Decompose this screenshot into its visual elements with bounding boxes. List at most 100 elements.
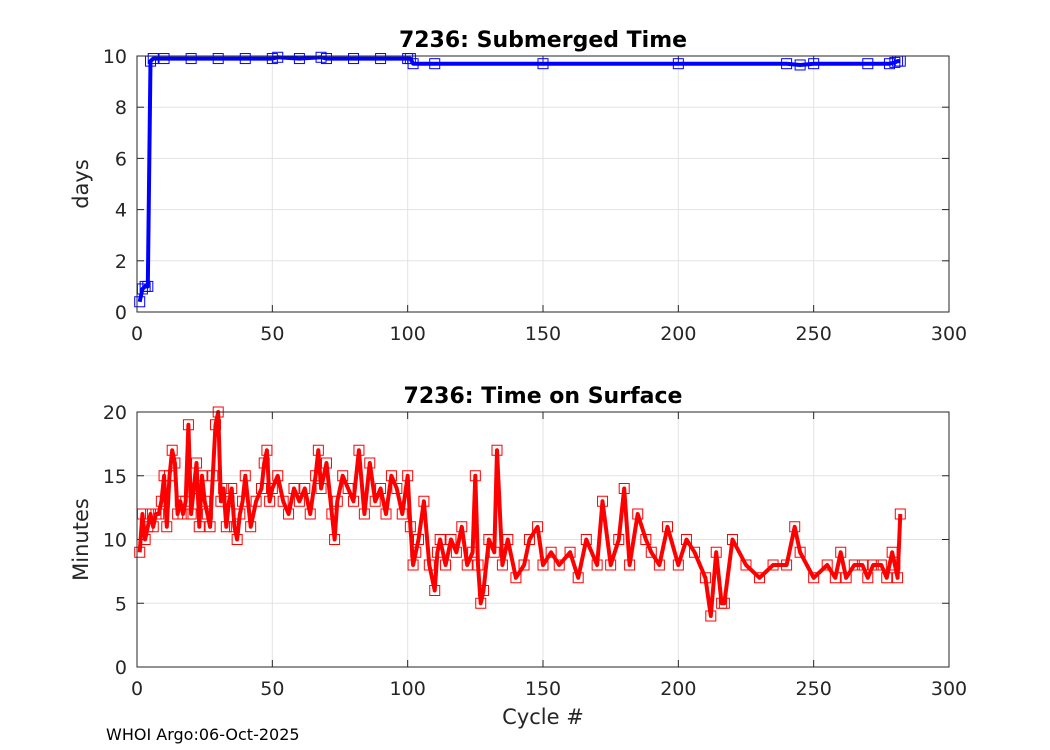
surface-data-point [410,546,422,558]
surface-data-point [348,495,360,507]
surface-data-point [396,508,408,520]
surface-data-point [624,559,636,571]
surface-data-point [153,508,165,520]
submerged-data-point [134,296,146,308]
surface-data-point [261,444,273,456]
surface-data-point [380,508,392,520]
submerged-y-tick-label: 2 [115,251,127,273]
surface-data-point [315,483,327,494]
surface-data-point [369,495,381,507]
surface-data-point [618,483,630,494]
submerged-y-tick-label: 8 [115,97,127,119]
submerged-y-axis-label: days [69,159,93,209]
surface-data-point [404,521,416,533]
surface-data-point [209,419,221,431]
surface-data-point [699,572,711,584]
submerged-data-point [147,53,159,65]
surface-data-point [767,559,779,571]
submerged-x-tick-label: 0 [131,323,143,345]
surface-data-point [483,534,495,545]
surface-data-point [196,470,208,482]
surface-data-point [532,521,544,533]
surface-data-point [781,559,793,571]
surface-y-tick-label: 15 [103,466,127,488]
surface-y-tick-label: 5 [115,593,127,615]
submerged-y-tick-label: 6 [115,148,127,170]
surface-data-point [472,559,484,571]
surface-data-point [407,559,419,571]
surface-data-point [553,559,565,571]
surface-data-point [231,534,243,545]
surface-data-point [894,508,906,520]
surface-data-point [640,534,652,545]
submerged-data-point [794,59,806,71]
submerged-data-point [142,280,154,292]
surface-data-point [147,521,159,533]
surface-data-point [718,597,730,609]
surface-data-point [245,521,257,533]
surface-x-tick-label: 50 [260,678,284,700]
surface-data-point [740,559,752,571]
surface-data-point [385,470,397,482]
surface-data-point [491,444,503,456]
surface-data-point [545,546,557,558]
surface-data-point [794,546,806,558]
surface-data-point [166,444,178,456]
surface-data-point [207,470,219,482]
surface-y-tick-label: 0 [115,657,127,679]
submerged-data-point [239,53,251,65]
submerged-x-tick-label: 150 [525,323,561,345]
submerged-y-tick-label: 10 [103,46,127,68]
surface-data-point [312,444,324,456]
surface-data-point [488,546,500,558]
surface-data-point [808,572,820,584]
surface-data-point [705,610,717,622]
surface-data-point [161,521,173,533]
submerged-data-point [375,53,387,65]
surface-data-point [228,521,240,533]
surface-data-point [326,508,338,520]
surface-data-point [304,508,316,520]
surface-data-point [223,495,235,507]
surface-data-point [423,559,435,571]
time-on-surface-chart: 0 50 100 150 200 250 300 0 5 10 15 20 7236: Time on … [69,384,967,729]
submerged-time-chart: 0 50 100 150 200 250 300 0 2 4 6 8 10 7236: Submerged… [69,28,967,345]
surface-data-point [220,521,232,533]
submerged-data-point [672,58,684,70]
surface-data-point [537,559,549,571]
surface-data-point [754,572,766,584]
submerged-data-point [320,53,332,65]
surface-data-point [320,457,332,469]
surface-data-point [199,495,211,507]
surface-data-point [496,559,508,571]
surface-data-point [789,521,801,533]
surface-data-point [710,546,722,558]
surface-data-point [250,495,262,507]
submerged-x-tick-label: 100 [390,323,426,345]
surface-data-point [564,546,576,558]
surface-data-point [169,457,181,469]
submerged-y-tick-label: 4 [115,200,127,222]
surface-data-point [632,508,644,520]
surface-data-point [892,572,904,584]
surface-data-point [672,559,684,571]
surface-data-point [440,559,452,571]
surface-data-point [353,444,365,456]
surface-data-point [375,483,387,494]
surface-data-point [188,483,200,494]
surface-data-point [272,470,284,482]
surface-x-tick-label: 100 [390,678,426,700]
surface-data-point [310,470,322,482]
surface-data-point [329,534,341,545]
surface-data-point [445,534,457,545]
surface-x-tick-label: 300 [931,678,967,700]
surface-y-axis-label: Minutes [69,498,93,581]
surface-data-point [215,495,227,507]
submerged-x-tick-label: 250 [796,323,832,345]
surface-data-point [234,508,246,520]
surface-x-tick-label: 200 [660,678,696,700]
surface-data-point [139,534,151,545]
surface-data-point [277,495,289,507]
surface-x-tick-label: 250 [796,678,832,700]
surface-data-point [431,546,443,558]
